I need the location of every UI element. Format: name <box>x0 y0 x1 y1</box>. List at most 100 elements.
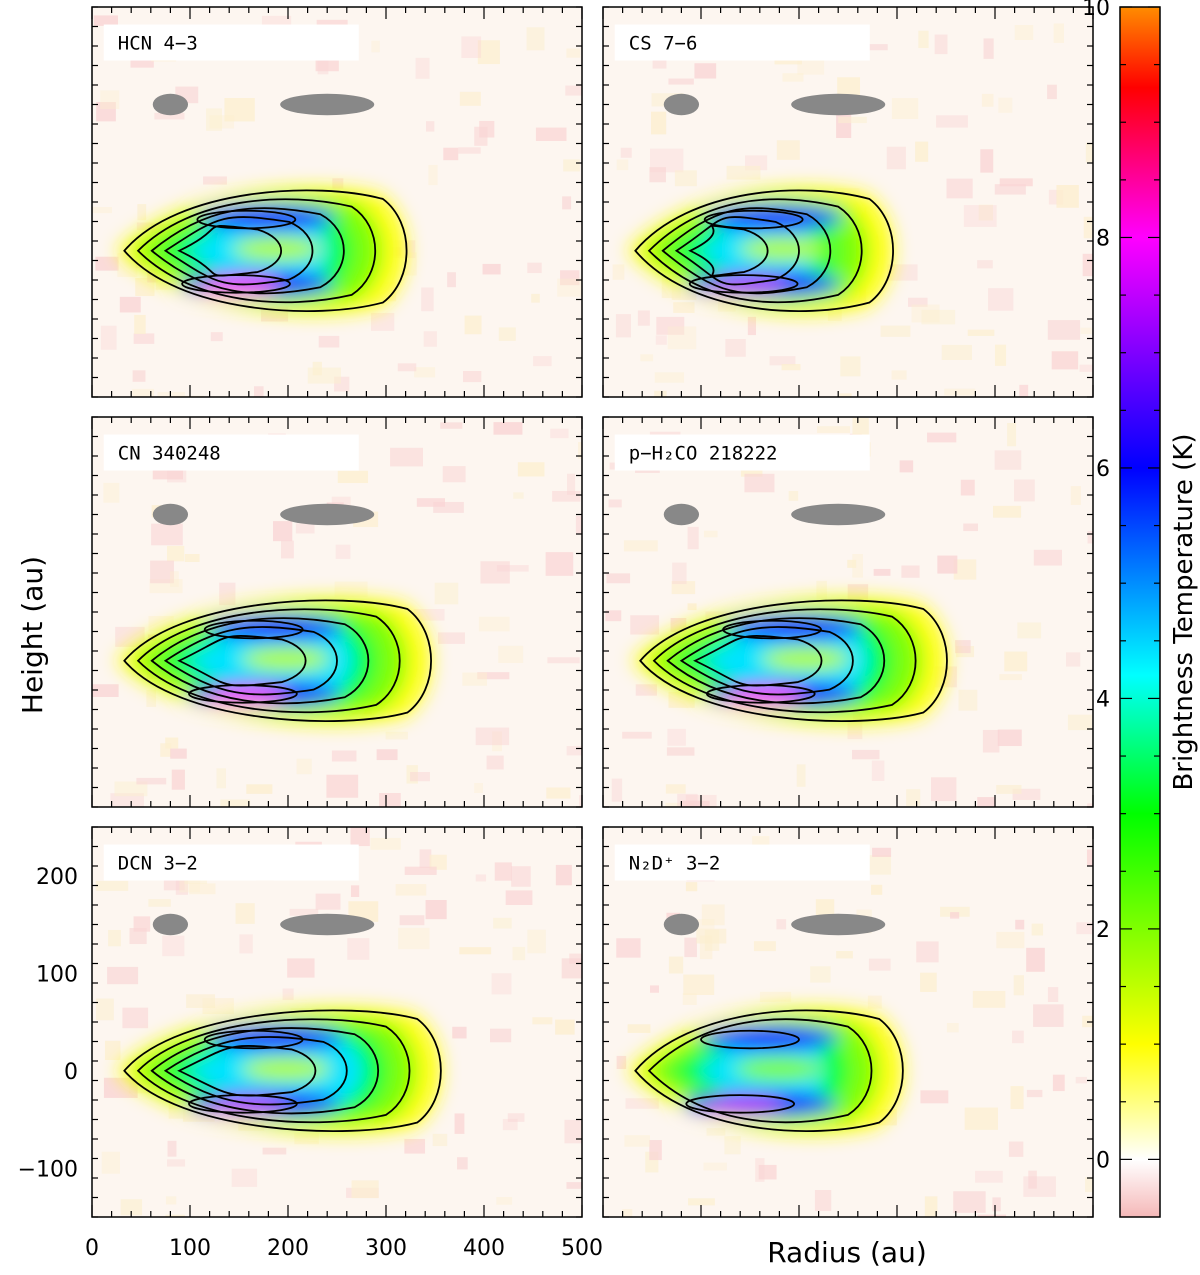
noise-pixel <box>502 1118 518 1131</box>
noise-pixel <box>152 468 184 480</box>
noise-pixel <box>581 721 582 735</box>
noise-pixel <box>605 610 622 622</box>
noise-pixel <box>462 370 482 383</box>
lower-lobe-peak <box>704 1097 784 1115</box>
noise-pixel <box>96 998 114 1021</box>
colorbar-tick-label: 8 <box>1096 226 1110 251</box>
contours <box>123 599 432 722</box>
noise-pixel <box>1047 987 1059 1003</box>
noise-pixel <box>872 847 892 857</box>
contour-line <box>647 1018 873 1124</box>
noise-pixel <box>179 878 201 893</box>
noise-pixel <box>167 1140 177 1157</box>
noise-pixel <box>946 1022 959 1033</box>
lower-lobe-peak <box>208 1097 287 1115</box>
noise-pixel <box>1031 923 1044 936</box>
noise-pixel <box>1076 922 1093 935</box>
beam-ellipse <box>791 503 886 526</box>
midplane-dip <box>233 237 322 261</box>
noise-pixel <box>781 364 801 371</box>
noise-pixel <box>994 450 1022 470</box>
noise-pixel <box>371 312 395 331</box>
noise-pixel <box>129 928 147 945</box>
colorbar-tick-label: 4 <box>1096 687 1110 712</box>
panel-image <box>92 417 582 807</box>
noise-pixel <box>399 915 425 926</box>
noise-pixel <box>927 432 957 443</box>
noise-pixel <box>459 91 481 106</box>
noise-pixel <box>953 1191 986 1213</box>
noise-pixel <box>552 490 581 502</box>
noise-pixel <box>151 523 183 546</box>
midplane-dip <box>735 1057 824 1081</box>
noise-pixel <box>920 972 937 992</box>
noise-pixel <box>1052 1074 1065 1092</box>
noise-pixel <box>440 422 463 429</box>
noise-pixel <box>868 958 891 971</box>
noise-pixel <box>459 947 492 955</box>
noise-pixel <box>498 327 516 341</box>
noise-pixel <box>307 367 342 384</box>
noise-pixel <box>847 584 869 600</box>
noise-pixel <box>852 417 869 439</box>
noise-pixel <box>999 674 1022 681</box>
panel-image <box>92 827 582 1217</box>
noise-pixel <box>921 309 956 325</box>
noise-pixel <box>429 854 447 870</box>
beam-ellipse <box>280 503 375 526</box>
noise-pixel <box>206 108 223 131</box>
noise-pixel <box>993 505 1022 518</box>
noise-pixel <box>907 297 928 307</box>
noise-pixel <box>886 146 906 170</box>
noise-pixel <box>981 93 994 107</box>
noise-pixel <box>687 526 699 550</box>
x-tick-label: 0 <box>85 1236 99 1261</box>
noise-pixel <box>114 781 148 797</box>
noise-pixel <box>457 1157 468 1170</box>
noise-pixel <box>810 966 831 983</box>
noise-pixel <box>690 806 700 807</box>
noise-pixel <box>753 941 776 952</box>
noise-pixel <box>918 30 929 49</box>
contour-line <box>196 209 297 230</box>
noise-pixel <box>160 743 172 757</box>
noise-pixel <box>390 447 423 467</box>
noise-pixel <box>347 938 370 960</box>
panel-label: CS 7−6 <box>629 33 698 55</box>
noise-pixel <box>963 205 997 227</box>
contour-line <box>674 216 800 286</box>
noise-pixel <box>428 164 438 186</box>
noise-pixel <box>95 256 119 271</box>
panel-ticks <box>91 826 583 1218</box>
noise-pixel <box>555 864 572 886</box>
noise-pixel <box>432 1133 448 1147</box>
noise-pixel <box>134 314 146 334</box>
noise-pixel <box>1026 1089 1043 1098</box>
noise-pixel <box>776 140 800 160</box>
colorbar-tick-label: 6 <box>1096 457 1110 482</box>
noise-pixel <box>752 836 770 846</box>
noise-pixel <box>326 774 359 798</box>
noise-pixel <box>684 919 715 930</box>
y-tick-label: −100 <box>18 1157 78 1182</box>
noise-pixel <box>563 159 580 172</box>
noise-pixel <box>897 806 910 807</box>
noise-pixel <box>916 941 939 963</box>
noise-pixel <box>946 178 973 199</box>
noise-pixel <box>110 793 144 807</box>
noise-pixel <box>699 935 713 960</box>
noise-pixel <box>119 296 141 313</box>
colorbar-tick-label: 0 <box>1096 1148 1110 1173</box>
noise-pixel <box>999 178 1033 187</box>
noise-pixel <box>443 147 459 161</box>
noise-pixel <box>680 800 710 807</box>
panel: N₂D⁺ 3−2 <box>602 826 1094 1218</box>
noise-pixel <box>216 768 226 789</box>
noise-pixel <box>565 85 582 96</box>
noise-pixel <box>1014 479 1035 502</box>
noise-pixel <box>546 787 571 799</box>
noise-pixel <box>649 167 666 183</box>
midplane-dip <box>739 237 828 261</box>
noise-pixel <box>992 1197 1001 1212</box>
beam-ellipse <box>791 913 886 936</box>
